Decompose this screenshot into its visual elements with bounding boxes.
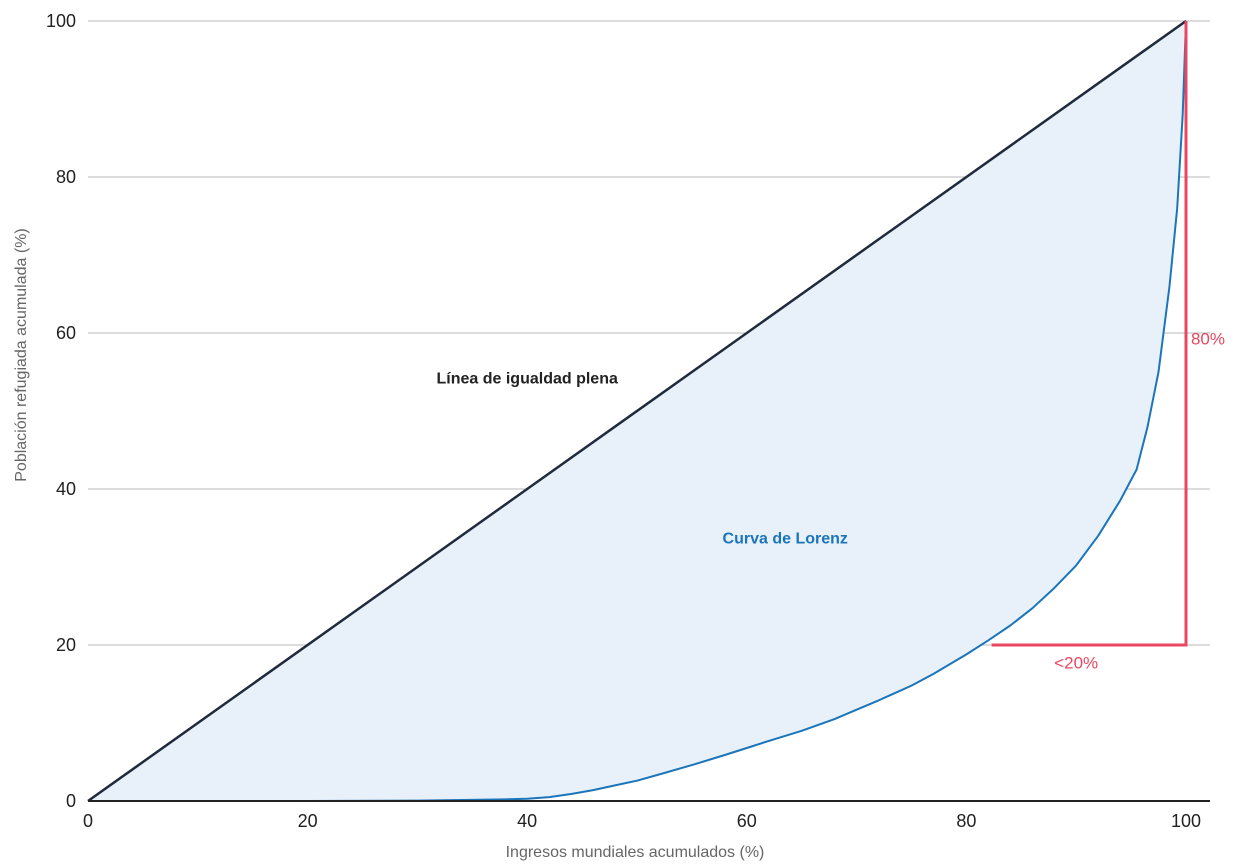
x-axis-title: Ingresos mundiales acumulados (%) [506, 844, 765, 861]
x-tick-label: 100 [1171, 811, 1201, 831]
equality-line [87, 19, 1187, 803]
y-tick-label: 0 [66, 791, 76, 811]
x-tick-label: 20 [298, 811, 318, 831]
x-tick-label: 80 [956, 811, 976, 831]
red-bracket [991, 21, 1188, 647]
x-tick-label: 40 [517, 811, 537, 831]
x-tick-label: 0 [83, 811, 93, 831]
y-tick-label: 80 [56, 167, 76, 187]
lorenz-curve [88, 20, 1187, 802]
lorenz-curve-label: Curva de Lorenz [723, 531, 848, 548]
equality-line-label: Línea de igualdad plena [437, 371, 618, 388]
y-tick-label: 60 [56, 323, 76, 343]
y-axis-ticks: 0 20 40 60 80 100 [46, 11, 76, 811]
x-tick-label: 60 [737, 811, 757, 831]
vertical-bracket-label: 80% [1191, 330, 1225, 349]
horizontal-bracket-label: <20% [1054, 653, 1098, 672]
y-tick-label: 100 [46, 11, 76, 31]
y-tick-label: 20 [56, 635, 76, 655]
y-tick-label: 40 [56, 479, 76, 499]
x-axis-ticks: 0 20 40 60 80 100 [83, 811, 1201, 831]
y-axis-title: Población refugiada acumulada (%) [13, 228, 30, 481]
